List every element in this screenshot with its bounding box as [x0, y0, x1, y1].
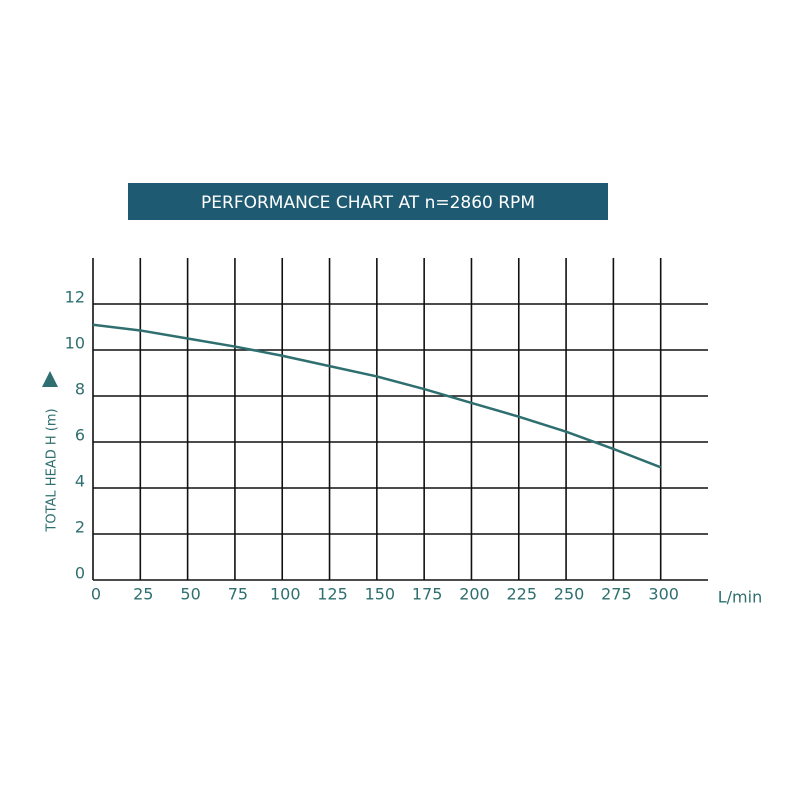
x-tick-label: 275	[601, 585, 632, 604]
x-tick-label: 125	[317, 585, 348, 604]
x-tick-label: 250	[554, 585, 585, 604]
x-tick-label: 0	[91, 585, 101, 604]
y-tick-label: 2	[75, 518, 85, 537]
x-tick-label: 150	[365, 585, 396, 604]
y-tick-label: 6	[75, 426, 85, 445]
x-tick-label: 50	[180, 585, 200, 604]
x-tick-label: 225	[506, 585, 537, 604]
y-tick-label: 0	[75, 564, 85, 583]
axis-arrow	[42, 371, 58, 387]
title-bar	[128, 183, 608, 220]
x-tick-label: 300	[648, 585, 679, 604]
x-axis-label: L/min	[718, 588, 762, 607]
y-tick-label: 10	[65, 334, 85, 353]
x-tick-label: 200	[459, 585, 490, 604]
y-tick-label: 4	[75, 472, 85, 491]
curve	[92, 323, 662, 469]
x-tick-label: 100	[270, 585, 301, 604]
y-axis-label: TOTAL HEAD H (m)	[45, 408, 60, 532]
x-tick-label: 175	[412, 585, 443, 604]
chart-title: PERFORMANCE CHART AT n=2860 RPM	[201, 193, 535, 213]
x-tick-label: 75	[228, 585, 248, 604]
y-tick-label: 12	[65, 288, 85, 307]
y-tick-label: 8	[75, 380, 85, 399]
x-tick-label: 25	[133, 585, 153, 604]
